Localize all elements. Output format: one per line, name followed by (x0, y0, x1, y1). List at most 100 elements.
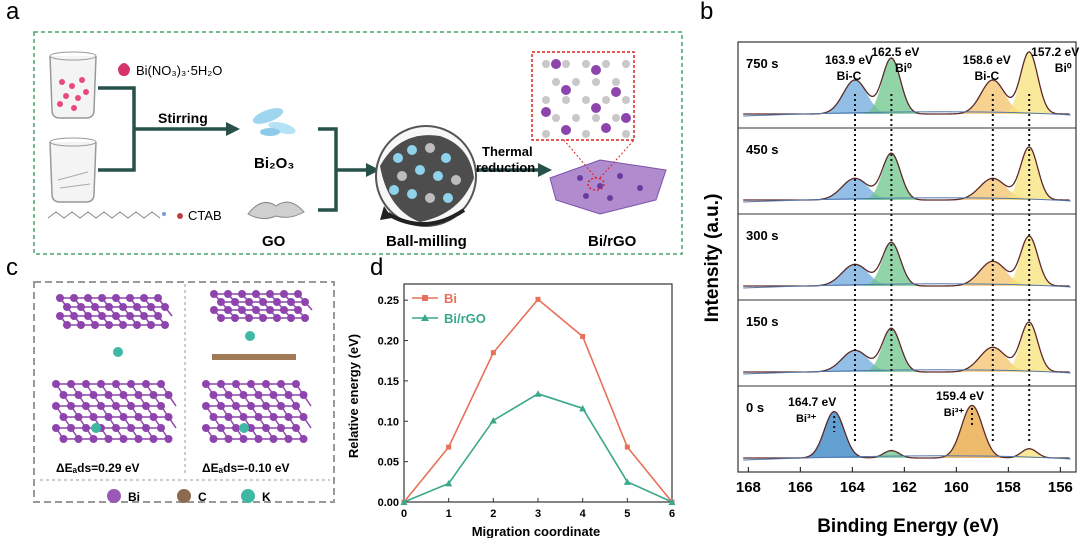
migration-energy-chart: Relative energy (eV) Migration coordinat… (346, 283, 676, 538)
bi-atom (140, 312, 148, 320)
bi-atom (142, 380, 150, 388)
peak-species-label: Bi-C (837, 69, 862, 83)
bi-atom (56, 312, 64, 320)
bi-atom (119, 303, 127, 311)
k-atom (91, 423, 101, 433)
bi-atom (98, 312, 106, 320)
step-reduction: reduction (476, 160, 535, 175)
legend-label: Bi (444, 291, 457, 306)
data-point (400, 498, 408, 505)
bi-atom (238, 290, 246, 298)
reagent-bi-nitrate: Bi(NO₃)₃·5H₂O (136, 63, 222, 78)
bi-atom (247, 424, 255, 432)
bi-atom (126, 294, 134, 302)
fitted-peak (743, 328, 1071, 372)
peak-species-label: Bi⁰ (895, 61, 912, 75)
bi-atom (149, 413, 158, 421)
legend-bi: Bi (128, 490, 140, 504)
bi-atom (67, 424, 75, 432)
label-go: GO (262, 233, 286, 250)
reagent-ctab: CTAB (188, 208, 222, 223)
bi-atom (292, 380, 300, 388)
x-tick-label: 6 (669, 508, 675, 520)
bi-atom (127, 380, 135, 388)
bi-atom (269, 413, 278, 421)
legend-label: Bi/rGO (444, 311, 486, 326)
fitted-peak (743, 322, 1071, 372)
x-tick-label: 164 (840, 479, 866, 496)
bi-atom (247, 402, 255, 410)
y-axis-label: Intensity (a.u.) (702, 194, 723, 323)
bi-atom (252, 290, 260, 298)
x-tick-label: 168 (736, 479, 761, 496)
bi-atom (154, 294, 162, 302)
panel-label-b: b (700, 0, 714, 25)
peak-energy-label: 159.4 eV (936, 389, 984, 403)
bi-atom (209, 413, 218, 421)
series-line (403, 298, 673, 503)
background-line (743, 369, 1071, 375)
background-line (743, 197, 1071, 203)
bi-atom (98, 294, 106, 302)
y-axis-label: Relative energy (eV) (346, 334, 361, 458)
background-line (743, 455, 1071, 461)
bi-atom (266, 306, 274, 314)
bi-atom (277, 402, 285, 410)
bi-atom (224, 413, 233, 421)
bi-slab-side-view (210, 290, 313, 322)
k-atom (239, 423, 249, 433)
bi-atom (284, 391, 293, 399)
synthesis-scheme: Bi(NO₃)₃·5H₂O CTAB Stirring Bi₂O₃ GO Bal… (33, 31, 683, 255)
data-point (445, 479, 453, 487)
bi-atom (74, 435, 83, 443)
bi-atom (299, 435, 308, 443)
step-stirring: Stirring (158, 110, 208, 126)
bi-atom (70, 312, 78, 320)
bi-atom (119, 413, 128, 421)
bi-atom (133, 321, 141, 329)
bi-slab-side-view (56, 294, 173, 329)
bi-atom (294, 290, 302, 298)
bi-atom (254, 435, 263, 443)
x-tick-label: 162 (892, 479, 917, 496)
bi-atom (273, 298, 281, 306)
legend-c-marker (177, 489, 191, 503)
bi-atom (292, 424, 300, 432)
bi-atom (52, 402, 60, 410)
eads-bi-rgo: ΔEₐds=-0.10 eV (202, 461, 290, 475)
bi-atom (82, 424, 90, 432)
y-tick-label: 0.10 (378, 416, 399, 428)
x-tick-label: 166 (788, 479, 813, 496)
bi-atom (84, 312, 92, 320)
graphene-layer (212, 354, 296, 360)
bi-atom (63, 321, 71, 329)
peak-species-label: Bi-C (974, 69, 999, 83)
beaker-icon (49, 137, 97, 203)
bi-atom (149, 391, 158, 399)
fitted-peak (743, 347, 1071, 372)
data-point (579, 404, 587, 412)
bi-atom (254, 413, 263, 421)
bi2o3-flakes-icon (252, 108, 296, 136)
bi-atom (142, 424, 150, 432)
x-tick-label: 158 (996, 479, 1021, 496)
bi-atom (301, 314, 309, 322)
bi-atom (262, 424, 270, 432)
fitted-peak (743, 411, 1071, 458)
data-point (668, 498, 676, 505)
eads-bi: ΔEₐds=0.29 eV (56, 461, 140, 475)
bi-atom (63, 303, 71, 311)
background-line (743, 283, 1071, 289)
step-ball-milling: Ball-milling (386, 233, 467, 250)
bi-atom (89, 413, 98, 421)
bi-atom (59, 435, 68, 443)
arrow-icon (538, 163, 552, 177)
bi-atom (112, 312, 120, 320)
y-tick-label: 0.05 (378, 457, 399, 469)
bi-atom (247, 380, 255, 388)
bi-atom (284, 435, 293, 443)
bi-atom (224, 290, 232, 298)
fitted-peak (743, 147, 1071, 200)
bi-atom (164, 391, 173, 399)
bi-atom (238, 306, 246, 314)
